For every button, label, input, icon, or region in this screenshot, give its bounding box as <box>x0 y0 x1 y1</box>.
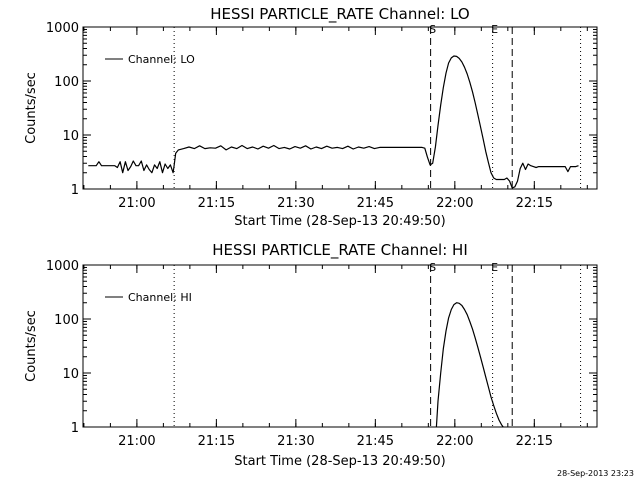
event-marker-label: S <box>429 261 436 274</box>
x-tick-label: 21:45 <box>357 196 394 211</box>
chart-title: HESSI PARTICLE_RATE Channel: LO <box>210 5 469 24</box>
panel-lo: HESSI PARTICLE_RATE Channel: LO 1 10 100 100… <box>24 5 598 229</box>
legend-label: Channel: LO <box>128 53 195 66</box>
x-tick-label: 22:15 <box>516 434 553 449</box>
series-line <box>88 55 579 189</box>
event-marker-label: S <box>429 23 436 36</box>
y-tick-label: 10 <box>62 129 79 144</box>
y-axis-label: Counts/sec <box>24 310 39 382</box>
y-tick-label: 100 <box>54 75 79 90</box>
x-tick-label: 22:15 <box>516 196 553 211</box>
event-marker-label: E <box>491 23 498 36</box>
series-line <box>435 302 504 428</box>
y-tick-label: 10 <box>62 367 79 382</box>
plot-frame <box>82 26 598 190</box>
chart-title: HESSI PARTICLE_RATE Channel: HI <box>212 241 468 260</box>
x-tick-label: 21:15 <box>198 434 235 449</box>
x-tick-label: 21:00 <box>118 196 155 211</box>
footer-timestamp: 28-Sep-2013 23:23 <box>557 469 634 478</box>
y-axis-label: Counts/sec <box>24 72 39 144</box>
x-tick-label: 21:30 <box>277 196 314 211</box>
x-tick-label: 21:45 <box>357 434 394 449</box>
x-tick-label: 21:15 <box>198 196 235 211</box>
y-tick-label: 1 <box>71 183 79 198</box>
event-marker-label: E <box>491 261 498 274</box>
x-tick-label: 21:00 <box>118 434 155 449</box>
plot-frame <box>82 264 598 428</box>
y-tick-label: 1000 <box>46 21 79 36</box>
y-tick-label: 1 <box>71 421 79 436</box>
x-axis-label: Start Time (28-Sep-13 20:49:50) <box>234 214 445 229</box>
x-axis-label: Start Time (28-Sep-13 20:49:50) <box>234 454 445 469</box>
x-tick-label: 21:30 <box>277 434 314 449</box>
legend-label: Channel: HI <box>128 291 192 304</box>
panel-hi: HESSI PARTICLE_RATE Channel: HI 1 10 100 100… <box>24 241 598 469</box>
x-tick-label: 22:00 <box>436 196 473 211</box>
y-tick-label: 100 <box>54 313 79 328</box>
x-tick-label: 22:00 <box>436 434 473 449</box>
y-tick-label: 1000 <box>46 259 79 274</box>
